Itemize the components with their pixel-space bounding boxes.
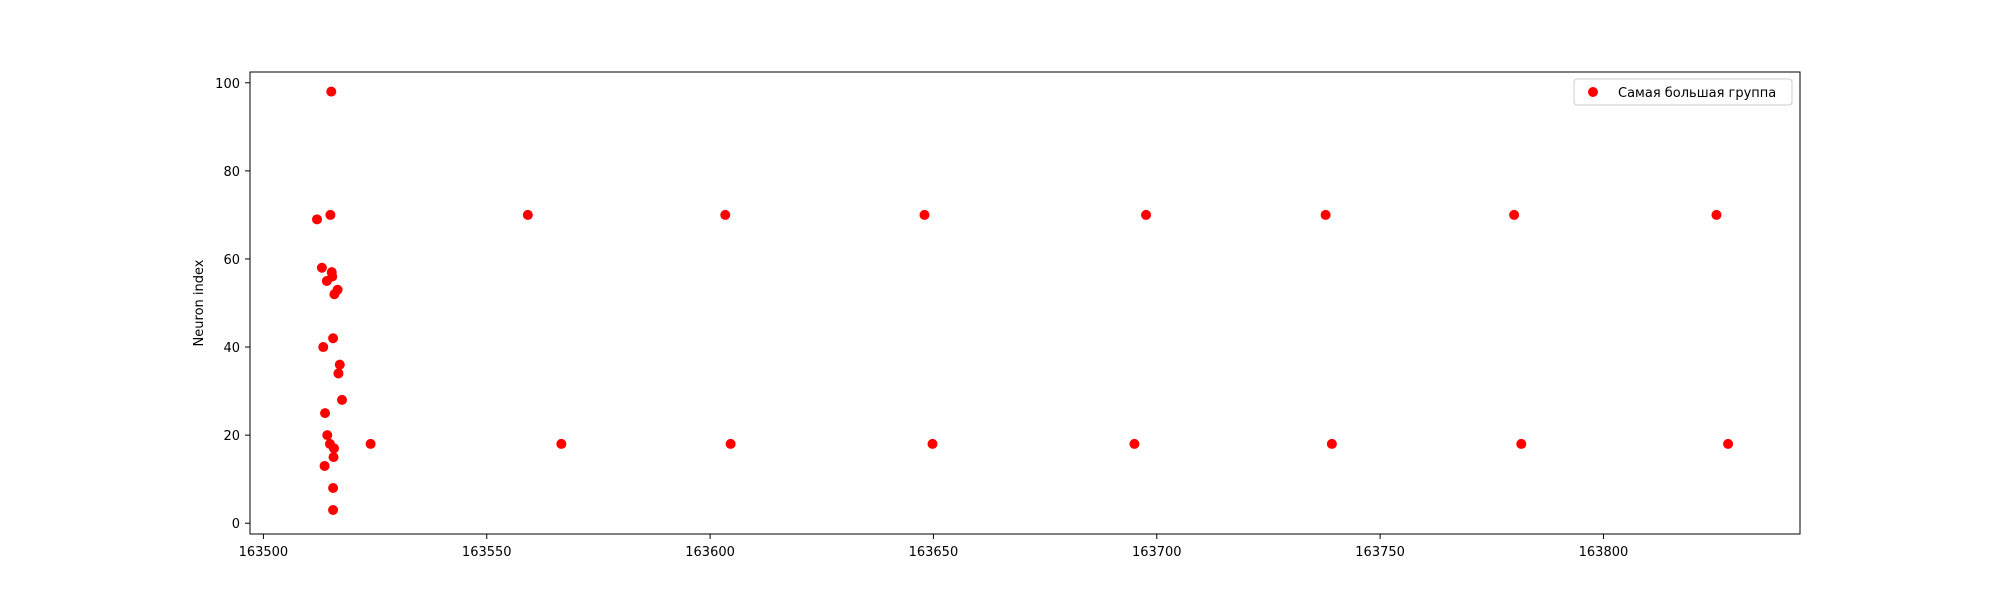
data-point [927,438,938,449]
data-point [325,209,336,220]
data-point [328,452,339,463]
data-point [1129,438,1140,449]
x-tick-label: 163700 [1132,545,1182,560]
x-tick-label: 163800 [1579,545,1629,560]
data-point [328,482,339,493]
x-tick-label: 163500 [239,545,289,560]
legend: Самая большая группа [1573,78,1793,106]
data-point [1723,438,1734,449]
data-point [1711,209,1722,220]
data-point [328,443,339,454]
data-point [337,394,348,405]
data-point [725,438,736,449]
x-tick-label: 163600 [685,545,735,560]
y-axis-label: Neuron index [192,259,207,346]
data-point [522,209,533,220]
x-tick-label: 163750 [1355,545,1405,560]
y-tick-label: 100 [215,77,240,92]
data-point [320,408,331,419]
data-point [720,209,731,220]
data-point [321,275,332,286]
data-points [312,86,1734,515]
y-tick-label: 40 [223,341,240,356]
data-point [334,359,345,370]
data-point [1509,209,1520,220]
data-point [556,438,567,449]
data-point [326,86,337,97]
x-axis-ticks: 163500 163550 163600 163650 163700 163750 1638… [239,534,1629,560]
data-point [316,262,327,273]
data-point [1516,438,1527,449]
x-tick-label: 163650 [909,545,959,560]
data-point [328,504,339,515]
data-point [1141,209,1152,220]
data-point [333,368,344,379]
legend-marker [1588,87,1598,97]
data-point [1320,209,1331,220]
data-point [319,460,330,471]
data-point [919,209,930,220]
data-point [1326,438,1337,449]
y-tick-label: 80 [223,165,240,180]
x-tick-label: 163550 [462,545,512,560]
data-point [322,430,333,441]
data-point [329,289,340,300]
y-tick-label: 0 [232,517,240,532]
legend-label: Самая большая группа [1618,86,1776,101]
legend-box [1573,78,1793,106]
data-point [312,214,323,225]
y-tick-label: 60 [223,253,240,268]
data-point [365,438,376,449]
plot-area [249,71,1801,535]
data-point [318,342,329,353]
y-axis-ticks: 0 20 40 60 80 100 [215,77,250,532]
data-point [328,333,339,344]
y-tick-label: 20 [223,429,240,444]
